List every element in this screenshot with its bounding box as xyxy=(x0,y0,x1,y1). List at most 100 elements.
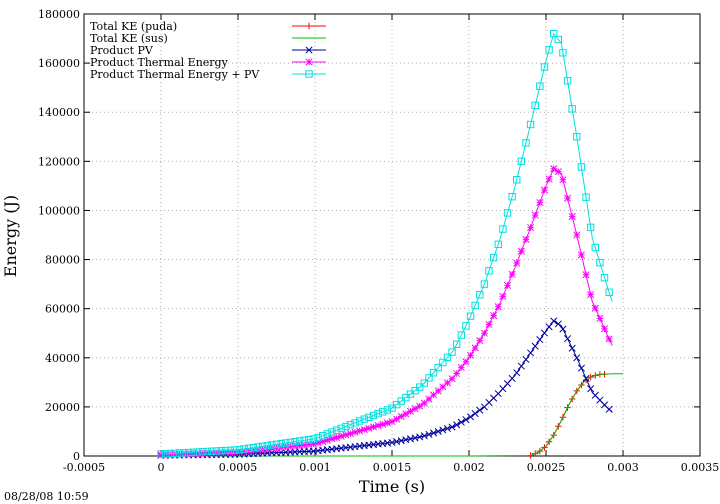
data-point xyxy=(457,331,466,339)
data-point xyxy=(309,435,318,443)
data-point xyxy=(448,375,456,383)
data-point xyxy=(365,424,373,432)
data-point xyxy=(522,355,530,364)
data-point xyxy=(425,374,433,382)
data-point xyxy=(203,447,211,456)
legend-label: Total KE (sus) xyxy=(90,32,168,45)
data-point xyxy=(328,428,336,436)
y-tick-label: 40000 xyxy=(45,352,80,365)
data-point xyxy=(527,224,535,232)
data-point xyxy=(586,223,595,232)
data-point xyxy=(360,415,368,423)
data-point xyxy=(582,193,590,201)
x-axis-label: Time (s) xyxy=(359,477,425,496)
data-point xyxy=(374,422,382,430)
data-point xyxy=(319,437,327,446)
data-point xyxy=(305,435,313,444)
data-point xyxy=(554,168,562,176)
data-point xyxy=(291,442,299,450)
data-point xyxy=(425,395,433,403)
legend-label: Product Thermal Energy + PV xyxy=(90,68,260,81)
data-point xyxy=(166,450,174,459)
data-point xyxy=(235,448,244,456)
data-point xyxy=(277,443,285,452)
data-point xyxy=(268,441,276,449)
data-point xyxy=(563,77,572,85)
data-point xyxy=(198,448,207,456)
data-point xyxy=(337,432,345,440)
data-point xyxy=(300,436,308,445)
data-point xyxy=(314,439,322,447)
data-point xyxy=(175,450,184,458)
data-point xyxy=(351,419,359,427)
data-point xyxy=(564,335,572,343)
data-point xyxy=(383,419,391,427)
data-point xyxy=(591,243,599,252)
data-point xyxy=(596,258,604,267)
data-point xyxy=(522,139,530,147)
x-tick-label: 0.0005 xyxy=(219,461,258,474)
data-point xyxy=(212,447,221,455)
data-point xyxy=(305,58,313,66)
data-point xyxy=(439,383,447,391)
data-point xyxy=(605,335,613,343)
data-point xyxy=(245,444,253,453)
data-point xyxy=(526,120,535,129)
data-point xyxy=(333,433,341,442)
data-point xyxy=(489,253,498,262)
axes: -0.0005 0 0.0005 0.001 0.0015 0.002 0.0025 0.00… xyxy=(38,8,719,474)
data-point xyxy=(365,413,373,422)
data-point xyxy=(217,447,225,455)
data-point xyxy=(457,418,465,426)
data-point xyxy=(194,448,202,456)
data-point xyxy=(319,432,327,440)
series-3 xyxy=(157,165,613,459)
legend-label: Product PV xyxy=(90,44,154,57)
data-point xyxy=(443,353,452,361)
data-point xyxy=(286,442,294,451)
data-point xyxy=(513,176,521,184)
y-tick-label: 140000 xyxy=(38,106,80,119)
data-point xyxy=(300,441,308,449)
data-point xyxy=(416,402,424,410)
data-point xyxy=(559,325,567,333)
y-tick-label: 80000 xyxy=(45,254,80,267)
data-point xyxy=(226,449,234,457)
data-point xyxy=(226,446,235,454)
data-point xyxy=(272,440,281,449)
data-point xyxy=(263,441,271,450)
x-tick-label: 0.002 xyxy=(453,461,485,474)
data-point xyxy=(305,70,313,78)
data-point xyxy=(577,364,585,372)
data-point xyxy=(443,424,451,433)
data-point xyxy=(171,449,179,457)
data-point xyxy=(462,322,470,330)
data-point xyxy=(208,449,216,457)
data-point xyxy=(462,358,470,366)
data-point xyxy=(221,446,230,455)
series-0 xyxy=(527,370,608,459)
data-point xyxy=(332,426,341,434)
data-point xyxy=(536,82,544,90)
data-point xyxy=(305,46,313,54)
data-point xyxy=(490,311,498,320)
data-point xyxy=(212,449,220,457)
data-point xyxy=(480,329,488,337)
data-point xyxy=(536,199,544,207)
data-point xyxy=(540,329,549,337)
series-line xyxy=(160,32,613,455)
data-point xyxy=(587,385,595,393)
x-tick-label: 0.001 xyxy=(299,461,331,474)
series-2 xyxy=(157,317,613,459)
data-point xyxy=(573,354,581,362)
data-point xyxy=(471,301,479,310)
data-point xyxy=(568,105,576,113)
data-point xyxy=(485,267,493,275)
data-point xyxy=(351,428,359,436)
data-point xyxy=(342,422,350,431)
data-point xyxy=(282,443,290,451)
data-point xyxy=(420,379,429,387)
data-point xyxy=(508,374,516,382)
data-point xyxy=(605,405,613,413)
data-point xyxy=(411,405,419,413)
